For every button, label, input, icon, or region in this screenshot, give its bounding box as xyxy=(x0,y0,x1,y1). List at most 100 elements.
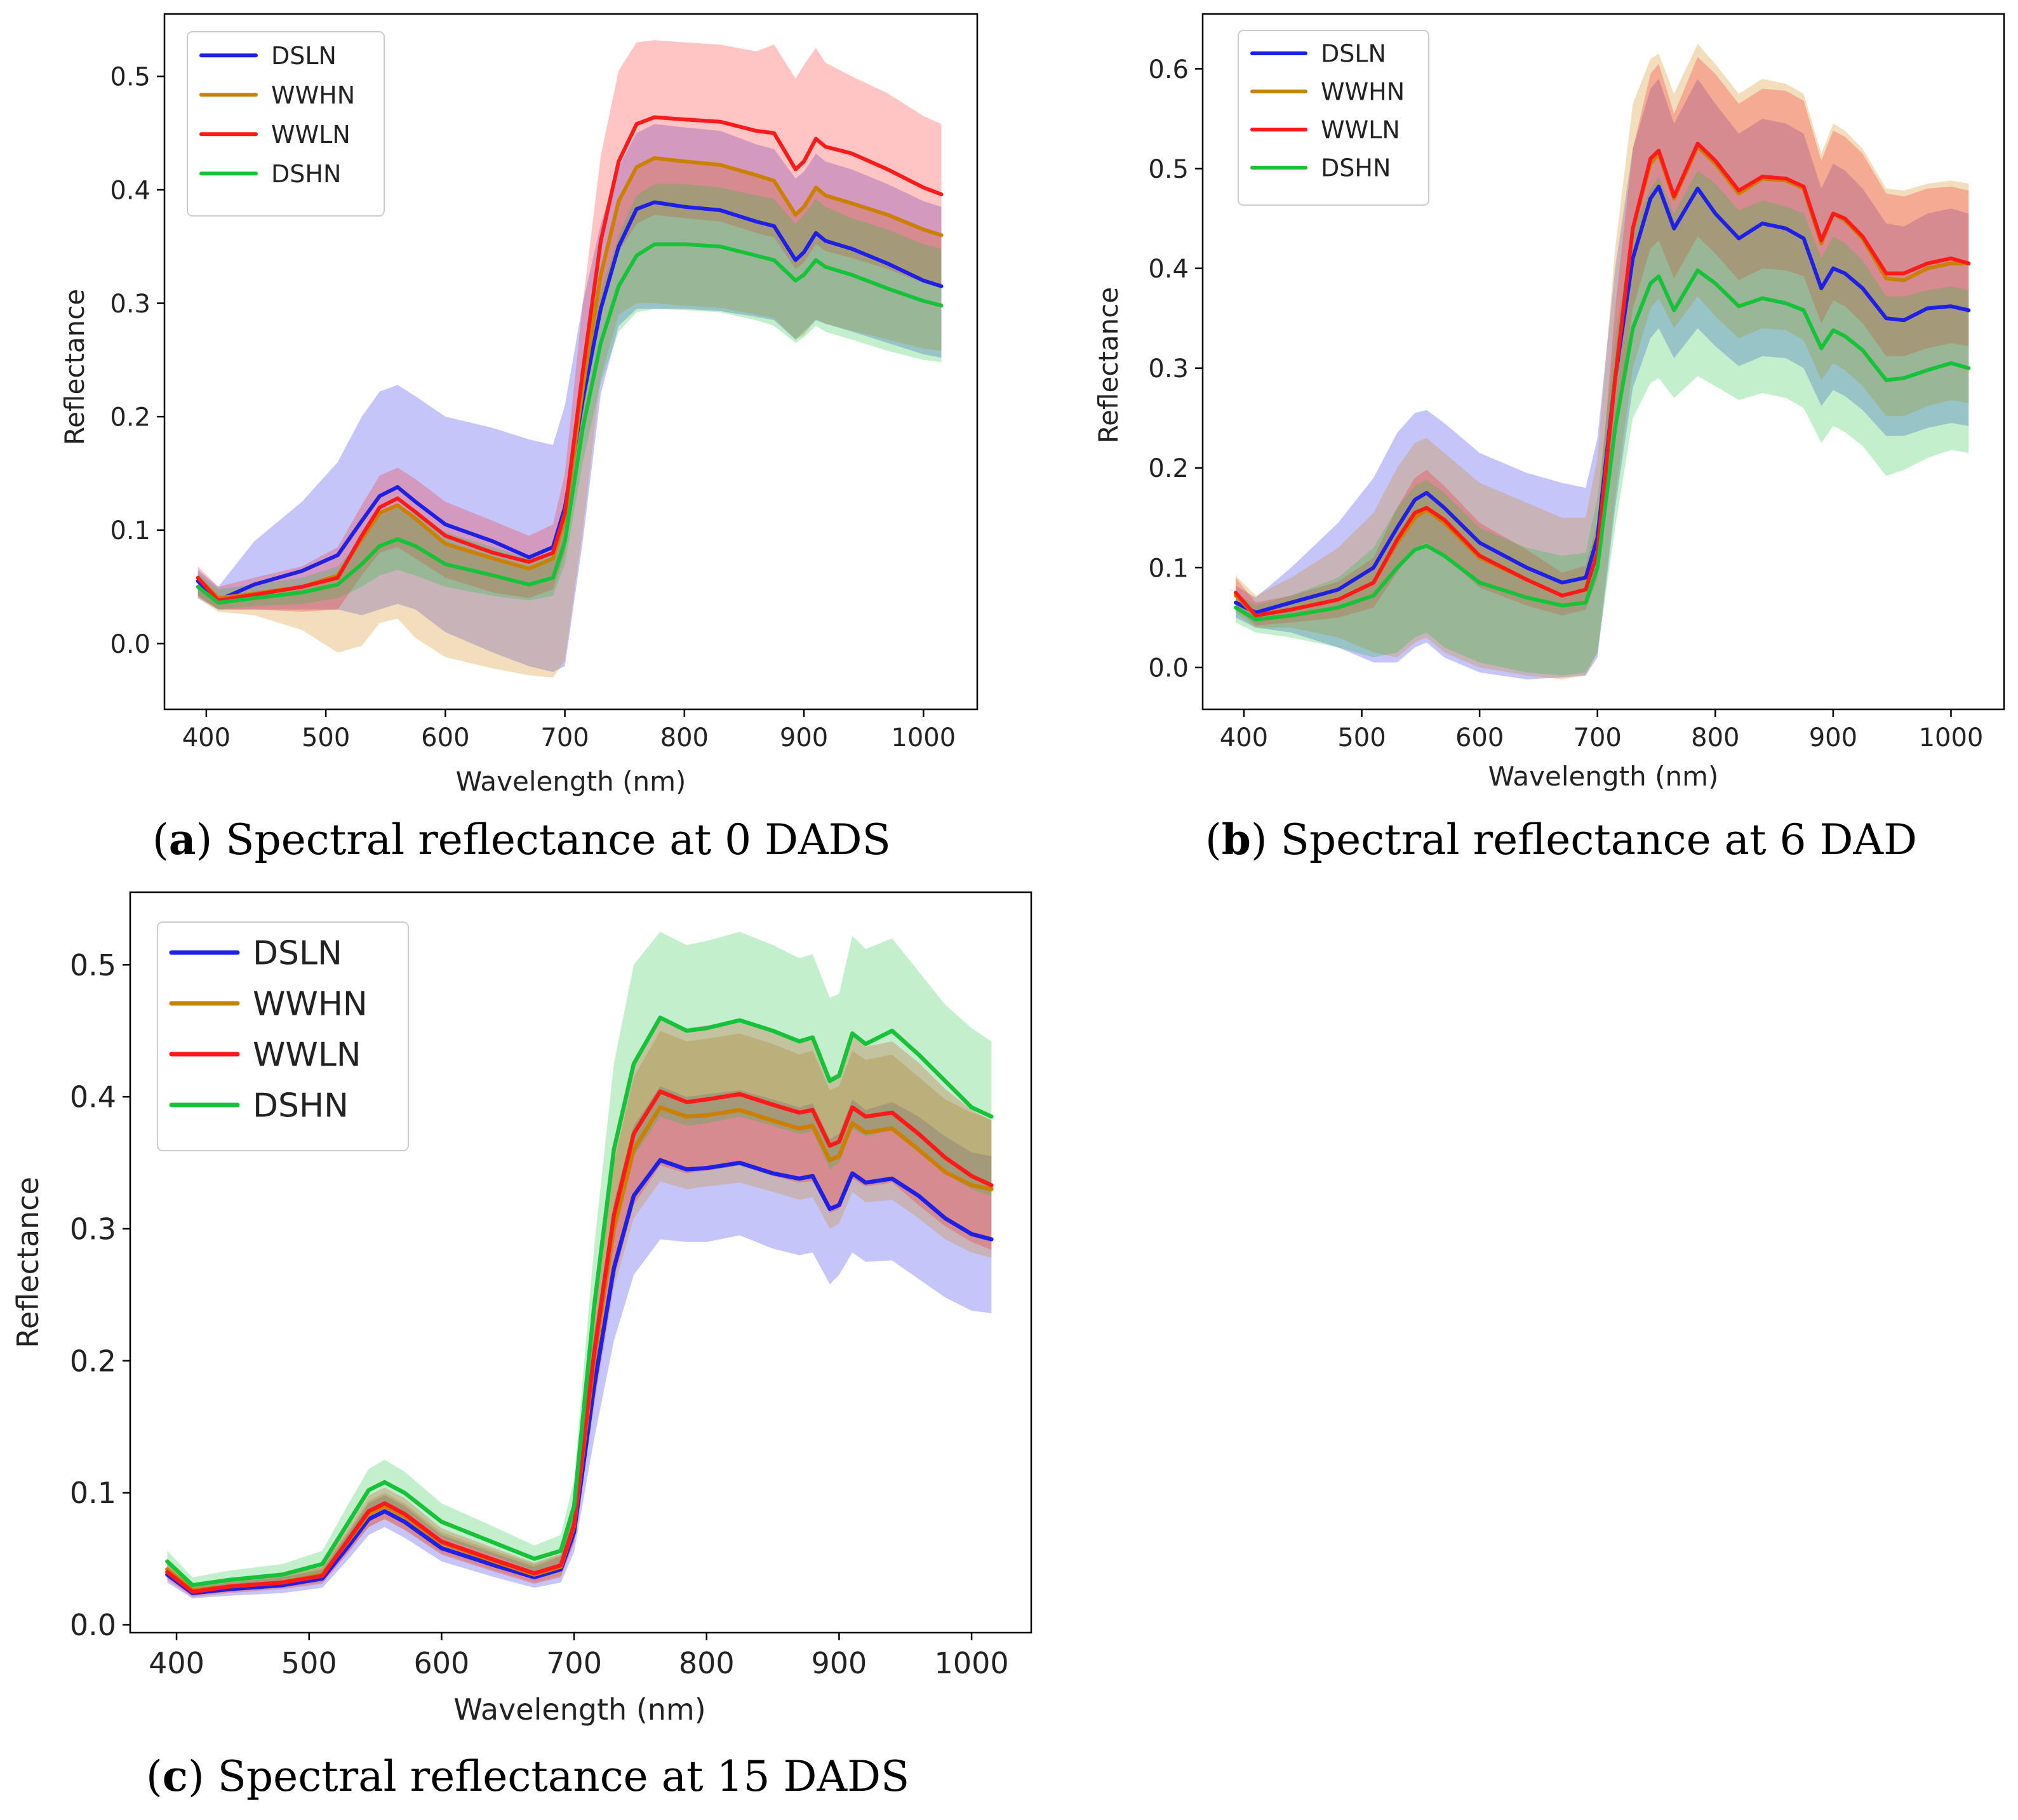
y-tick-label: 0.5 xyxy=(70,948,116,982)
band-wwln xyxy=(1236,57,1969,626)
legend-label-wwln: WWLN xyxy=(1321,116,1400,144)
legend-label-wwhn: WWHN xyxy=(1321,78,1405,106)
band-layer xyxy=(197,40,942,678)
line-wwln xyxy=(1234,142,1971,618)
legend-label-dsln: DSLN xyxy=(253,935,342,973)
line-dsln xyxy=(165,1158,994,1595)
caption: (b) Spectral reflectance at 6 DAD xyxy=(1205,815,1917,864)
legend-label-wwhn: WWHN xyxy=(253,986,368,1024)
legend: DSLN WWHN WWLN DSHN xyxy=(187,31,385,217)
x-tick-label: 900 xyxy=(812,1646,867,1680)
caption-letter: b xyxy=(1222,815,1251,864)
line-dsln xyxy=(196,200,944,603)
caption-text: Spectral reflectance at 0 DADS xyxy=(225,815,891,864)
caption: (a) Spectral reflectance at 0 DADS xyxy=(152,815,891,864)
band-dsln xyxy=(197,124,942,672)
x-axis-title: Wavelength (nm) xyxy=(453,1692,705,1727)
x-tick-label: 900 xyxy=(1809,723,1857,753)
band-wwhn xyxy=(1236,44,1969,679)
legend-label-wwln: WWLN xyxy=(271,121,351,149)
y-tick-label: 0.5 xyxy=(1148,155,1189,184)
x-tick-label: 1000 xyxy=(891,723,956,753)
y-tick-label: 0.0 xyxy=(1148,653,1189,683)
x-tick-label: 700 xyxy=(1574,723,1622,753)
legend-box xyxy=(1238,30,1429,206)
y-tick-label: 0.1 xyxy=(110,516,150,545)
caption: (c) Spectral reflectance at 15 DADS xyxy=(146,1751,909,1801)
x-tick-label: 400 xyxy=(182,723,231,753)
x-tick-label: 600 xyxy=(413,1646,469,1680)
caption-letter: a xyxy=(169,815,196,864)
y-tick-label: 0.0 xyxy=(110,630,150,659)
line-dsln xyxy=(1234,184,1971,615)
x-axis: 400 500 600 700 800 900 1000 xyxy=(1220,709,1984,753)
x-axis: 400 500 600 700 800 900 1000 xyxy=(149,1633,1009,1680)
line-layer xyxy=(1234,142,1971,622)
line-layer xyxy=(196,115,944,605)
band-dshn xyxy=(167,932,992,1592)
x-tick-label: 600 xyxy=(421,723,469,753)
x-tick-label: 500 xyxy=(302,723,350,753)
band-wwhn xyxy=(197,157,942,678)
y-tick-label: 0.4 xyxy=(110,176,150,205)
line-dshn xyxy=(1234,268,1971,622)
legend-label-wwln: WWLN xyxy=(253,1036,361,1074)
legend-label-dshn: DSHN xyxy=(271,160,341,188)
caption-letter: c xyxy=(163,1751,188,1801)
band-layer xyxy=(167,932,992,1598)
x-axis-title: Wavelength (nm) xyxy=(1488,761,1719,792)
x-tick-label: 1000 xyxy=(1919,723,1984,753)
band-wwhn xyxy=(167,1031,992,1596)
y-tick-label: 0.2 xyxy=(70,1344,116,1378)
line-dshn xyxy=(196,242,944,605)
y-tick-label: 0.4 xyxy=(1148,255,1189,284)
x-tick-label: 400 xyxy=(149,1646,204,1680)
band-wwln xyxy=(197,40,942,612)
legend-label-wwhn: WWHN xyxy=(271,81,355,109)
panel-a: 400 500 600 700 800 900 1000 0.00.10.20.30.40.… xyxy=(59,13,979,864)
y-tick-label: 0.3 xyxy=(70,1212,116,1247)
legend-box xyxy=(157,921,409,1151)
x-axis-title: Wavelength (nm) xyxy=(456,766,686,797)
line-wwln xyxy=(165,1089,994,1594)
x-tick-label: 700 xyxy=(540,723,589,753)
legend-label-dshn: DSHN xyxy=(1321,154,1391,182)
x-tick-label: 600 xyxy=(1455,723,1504,753)
x-tick-label: 800 xyxy=(679,1646,735,1680)
y-tick-label: 0.2 xyxy=(1148,454,1189,483)
x-tick-label: 900 xyxy=(780,723,828,753)
y-axis-title: Reflectance xyxy=(11,1177,45,1348)
band-dshn xyxy=(197,184,942,610)
legend: DSLN WWHN WWLN DSHN xyxy=(1238,30,1429,206)
legend-box xyxy=(187,31,385,217)
legend-label-dsln: DSLN xyxy=(271,42,337,70)
y-axis-title: Reflectance xyxy=(59,289,90,445)
legend-label-dshn: DSHN xyxy=(253,1087,349,1125)
y-axis: 0.0 0.1 0.2 0.3 0.4 0.5 0.6 xyxy=(1148,55,1203,683)
x-tick-label: 1000 xyxy=(935,1646,1009,1680)
line-dshn xyxy=(165,1015,994,1588)
x-tick-label: 700 xyxy=(546,1646,602,1680)
x-axis: 400 500 600 700 800 900 1000 xyxy=(182,709,956,753)
band-dsln xyxy=(167,1086,992,1598)
x-tick-label: 500 xyxy=(1337,723,1386,753)
y-tick-label: 0.6 xyxy=(1148,55,1189,84)
x-tick-label: 500 xyxy=(281,1646,337,1680)
y-tick-label: 0.3 xyxy=(110,290,150,319)
y-tick-label: 0.1 xyxy=(1148,554,1189,583)
panel-b: 400 500 600 700 800 900 1000 0.00.10.20.30.40.… xyxy=(1093,13,2005,864)
line-wwln xyxy=(196,115,944,603)
y-axis-title: Reflectance xyxy=(1093,287,1124,443)
line-layer xyxy=(165,1015,994,1595)
x-tick-label: 400 xyxy=(1220,723,1268,753)
legend-label-dsln: DSLN xyxy=(1321,40,1386,68)
band-wwln xyxy=(167,1017,992,1597)
y-tick-label: 0.2 xyxy=(110,403,150,432)
legend: DSLN WWHN WWLN DSHN xyxy=(157,921,409,1151)
x-tick-label: 800 xyxy=(1691,723,1739,753)
y-axis: 0.0 0.1 0.2 0.3 0.4 0.5 xyxy=(110,63,164,659)
y-tick-label: 0.5 xyxy=(110,63,150,92)
y-tick-label: 0.0 xyxy=(70,1608,116,1642)
x-tick-label: 800 xyxy=(660,723,709,753)
